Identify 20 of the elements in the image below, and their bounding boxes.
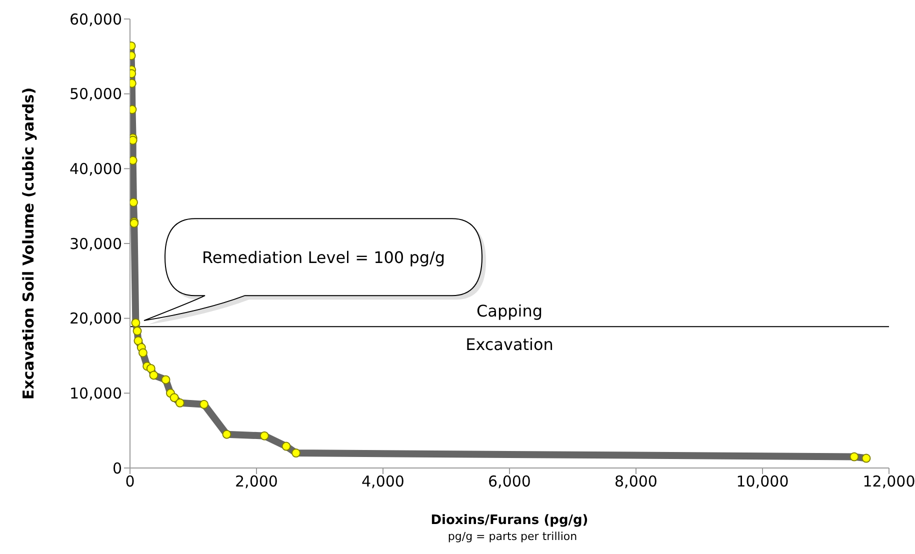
x-tick-label: 4,000 xyxy=(362,472,404,491)
y-axis-title: Excavation Soil Volume (cubic yards) xyxy=(19,87,38,400)
ref-line-label: Capping xyxy=(476,302,543,321)
y-tick-label: 20,000 xyxy=(70,310,122,328)
x-axis-title: Dioxins/Furans (pg/g) xyxy=(430,513,588,528)
x-tick-label: 10,000 xyxy=(736,472,789,491)
x-tick-label: 12,000 xyxy=(862,472,915,491)
y-tick-label: 10,000 xyxy=(70,384,122,402)
text: pg/g = parts per trillion xyxy=(446,530,578,543)
y-tick-label: 30,000 xyxy=(70,234,122,253)
y-tick-label: 0 xyxy=(112,459,122,478)
annotation: Remediation Level = 100 pg/g xyxy=(202,248,446,268)
annotation: Excavation xyxy=(466,334,554,354)
x-tick-label: 0 xyxy=(125,472,135,491)
x-tick-label: 6,000 xyxy=(488,472,531,491)
x-tick-label: 8,000 xyxy=(614,472,658,491)
y-tick-label: 40,000 xyxy=(70,160,122,178)
y-tick-label: 60,000 xyxy=(70,10,122,28)
x-tick-label: 2,000 xyxy=(235,472,278,491)
y-tick-label: 50,000 xyxy=(70,85,122,104)
